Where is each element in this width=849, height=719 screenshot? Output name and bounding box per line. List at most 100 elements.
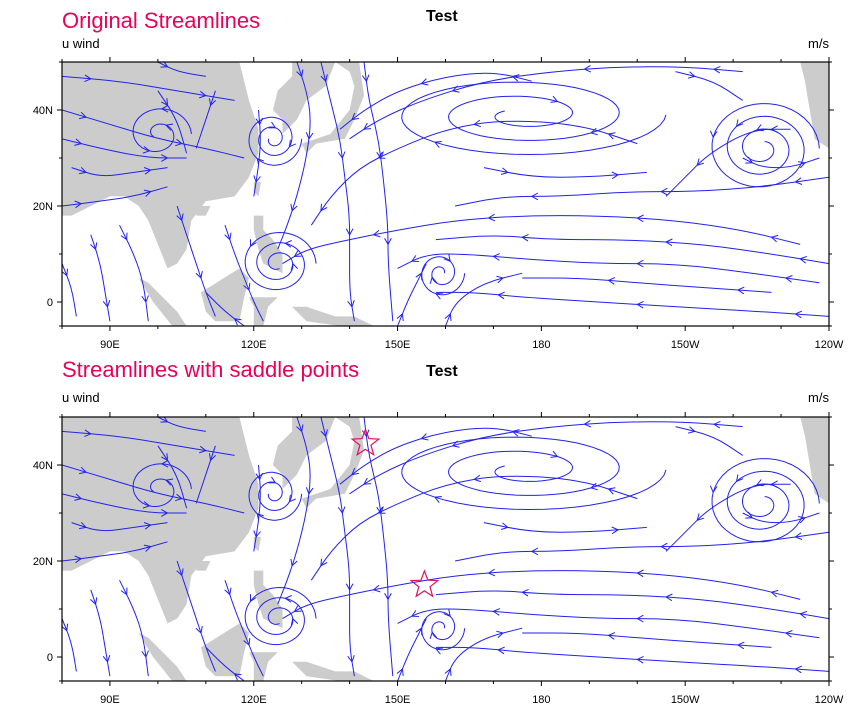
flow-arrowhead [377, 151, 386, 159]
flow-arrowhead [735, 474, 744, 483]
flow-arrowhead [770, 589, 779, 598]
flow-arrowhead [250, 594, 257, 603]
flow-arrowhead [256, 157, 264, 166]
flow-arrowhead [79, 466, 88, 475]
streamline [320, 62, 355, 322]
flow-arrowhead [444, 668, 452, 676]
streamline [62, 138, 187, 159]
streamline [277, 417, 311, 605]
flow-arrowhead [161, 509, 169, 517]
x-tick-label: 120E [241, 339, 267, 351]
flow-arrowhead [74, 200, 83, 209]
flow-arrowhead [74, 138, 83, 146]
streamline [71, 167, 168, 177]
land-mass [372, 591, 374, 594]
streamline [62, 109, 245, 159]
streamline [320, 417, 355, 677]
land-mass [372, 236, 374, 239]
streamline [90, 234, 111, 322]
flow-arrowhead [794, 310, 803, 319]
y-tick-label: 0 [47, 652, 53, 664]
flow-arrowhead [410, 610, 419, 617]
streamline [253, 109, 261, 197]
streamline [397, 608, 820, 639]
land-mass [272, 62, 336, 134]
flow-arrowhead [429, 276, 438, 285]
x-tick-label: 150E [385, 339, 411, 351]
flow-arrowhead [443, 254, 451, 263]
flow-arrowhead [62, 268, 69, 277]
streamline [90, 589, 111, 677]
flow-arrowhead [208, 453, 217, 462]
land-mass [62, 417, 259, 624]
streamline [483, 522, 647, 533]
land-mass [800, 62, 829, 149]
flow-arrowhead [90, 597, 98, 606]
flow-arrowhead [511, 74, 520, 82]
flow-arrowhead [384, 593, 392, 601]
streamline [349, 421, 743, 495]
flow-arrowhead [660, 187, 668, 196]
streamline [224, 580, 264, 677]
flow-arrowhead [337, 151, 346, 160]
streamline [310, 475, 638, 581]
left-string: u wind [62, 36, 100, 51]
streamline [665, 483, 791, 552]
panel-streamlines-with-saddle-points: Streamlines with saddle points Test u wi… [0, 355, 849, 710]
eddy-spiral [248, 471, 303, 521]
flow-arrowhead [530, 547, 539, 556]
flow-arrowhead [372, 229, 381, 238]
flow-arrowhead [345, 583, 354, 591]
eddy-spiral [244, 586, 317, 646]
flow-arrowhead [589, 482, 598, 491]
streamline [62, 493, 187, 514]
flow-arrowhead [755, 124, 764, 132]
flow-arrowhead [636, 259, 644, 268]
eddy-spiral [248, 116, 303, 166]
flow-arrowhead [433, 141, 442, 149]
flow-arrowhead [583, 419, 592, 428]
flow-arrowhead [208, 98, 217, 107]
flow-arrowhead [296, 424, 304, 433]
flow-arrowhead [696, 158, 705, 166]
flow-arrowhead [396, 313, 404, 321]
streamline [435, 235, 829, 265]
flow-arrowhead [735, 119, 744, 128]
flow-arrowhead [712, 420, 721, 429]
flow-arrowhead [687, 71, 696, 79]
flow-arrowhead [396, 668, 404, 676]
land-mass [301, 417, 364, 509]
flow-arrowhead [607, 632, 616, 640]
flow-arrowhead [337, 506, 346, 515]
land-mass [201, 268, 249, 322]
flow-arrowhead [496, 275, 505, 284]
flow-arrowhead [243, 638, 251, 646]
streamline [522, 632, 772, 648]
flow-arrowhead [664, 593, 673, 602]
flow-arrowhead [253, 530, 261, 539]
eddy-spiral [421, 611, 466, 651]
land-mass [138, 278, 187, 326]
streamline [119, 579, 149, 677]
flow-arrowhead [284, 595, 292, 603]
streamline [742, 157, 820, 169]
flow-arrowhead [102, 655, 111, 663]
flow-arrowhead [607, 487, 616, 495]
flow-arrowhead [90, 242, 98, 251]
flow-arrowhead [320, 74, 328, 83]
flow-arrowhead [636, 655, 644, 664]
flow-arrowhead [142, 146, 151, 154]
flow-arrowhead [268, 476, 277, 484]
flow-arrowhead [583, 64, 592, 73]
flow-arrowhead [141, 650, 149, 659]
left-string: u wind [62, 390, 100, 405]
land-mass [196, 206, 211, 216]
flow-arrowhead [410, 255, 419, 262]
flow-arrowhead [161, 154, 169, 162]
flow-arrowhead [305, 132, 314, 140]
flow-arrowhead [143, 189, 152, 197]
flow-arrowhead [709, 130, 718, 139]
flow-arrowhead [611, 171, 620, 180]
flow-arrowhead [143, 522, 152, 530]
streamline [282, 215, 801, 265]
